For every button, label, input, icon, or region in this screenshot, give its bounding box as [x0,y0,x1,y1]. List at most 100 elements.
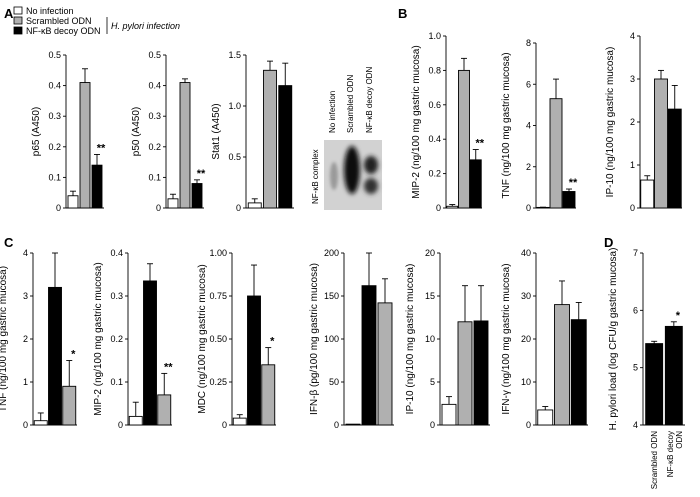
significance-marker: * [270,336,275,348]
y-tick-label: 0.2 [428,169,441,179]
y-tick-label: 30 [521,291,531,301]
y-tick-label: 0.2 [110,334,123,344]
bar [167,198,179,209]
legend-label-decoy: NF-κB decoy ODN [26,26,101,36]
y-axis-label: TNF (ng/100 mg gastric mucosa) [501,52,512,198]
bar [554,304,570,426]
panel-letter-d: D [604,235,613,250]
y-axis-label: H. pylori load (log CFU/g gastric mucosa… [608,248,619,431]
y-tick-label: 200 [324,248,339,258]
x-category-label: NF-κB decoyODN [666,431,684,477]
y-tick-label: 0.75 [209,291,227,301]
significance-marker: ** [197,168,206,180]
y-tick-label: 10 [425,334,435,344]
y-axis-label: IP-10 (ng/100 mg gastric mucosa) [605,47,616,198]
chart-b2: 0 2 4 6 8 TNF (ng/100 mg gastric mucosa) ** [501,38,578,213]
bar [446,205,459,209]
y-tick-label: 0 [430,420,435,430]
y-tick-label: 4 [633,420,638,430]
bar [441,403,457,426]
bar [457,321,473,426]
significance-marker: ** [475,138,484,150]
bar [157,394,172,426]
y-tick-label: 3 [23,291,28,301]
panel-letter-a: A [4,6,14,21]
y-tick-label: 2 [23,334,28,344]
y-tick-label: 0.1 [110,377,123,387]
y-tick-label: 0 [222,420,227,430]
chart-a3: 0 0.5 1.0 1.5 Stat1 (A450) [211,50,294,213]
bar [361,285,377,426]
chart-b3: 0 1 2 3 4 IP-10 (ng/100 mg gastric mucosa) [605,31,682,213]
y-tick-label: 1 [630,160,635,170]
chart-c4: 0 50 100 150 200 IFN-β (pg/100 mg gastric muc… [309,248,394,430]
bar [664,325,683,426]
y-axis-label: MIP-2 (ng/100 mg gastric mucosa) [411,45,422,198]
y-tick-label: 0 [526,203,531,213]
significance-marker: * [676,310,681,322]
legend-swatch-black [13,26,23,35]
bar [143,280,157,426]
bar [570,319,587,426]
y-tick-label: 0.25 [209,377,227,387]
bar [179,82,191,209]
chart-b1: 0 0.2 0.4 0.6 0.8 1.0 MIP-2 (ng/100 mg gastric… [411,31,485,213]
y-tick-label: 0.2 [148,142,161,152]
legend-bracket-label: H. pylori infection [111,21,180,31]
y-tick-label: 0.2 [48,142,61,152]
blot-lane-label-2: Scrambled ODN [346,75,355,133]
y-axis-label: MIP-2 (ng/100 mg gastric mucosa) [93,262,104,415]
y-tick-label: 15 [425,291,435,301]
bar [263,69,277,209]
bar [549,98,563,209]
legend-swatch-white [13,6,23,15]
nfkb-blot: No infection Scrambled ODN NF-κB decoy O… [311,67,382,210]
bar [377,302,393,426]
y-tick-label: 0 [334,420,339,430]
bar [48,286,62,426]
y-tick-label: 0.5 [48,50,61,60]
y-tick-label: 10 [521,377,531,387]
y-tick-label: 0.1 [148,172,161,182]
legend-swatch-gray [13,16,23,25]
chart-c5: 0 5 10 15 20 IP-10 (ng/100 mg gastric mucosa) [405,248,490,430]
bar [645,343,664,426]
y-tick-label: 0.6 [428,100,441,110]
chart-a1: 0 0.1 0.2 0.3 0.4 0.5 p65 (A450) ** [31,50,106,213]
y-tick-label: 1.5 [228,50,241,60]
y-axis-label: MDC (ng/100 mg gastric mucosa) [197,264,208,414]
x-category-label: Scrambled ODN [650,431,659,489]
legend-label-scrambled: Scrambled ODN [26,16,92,26]
x-category-label-line: NF-κB decoy [666,431,675,477]
y-tick-label: 1.00 [209,248,227,258]
bar [79,82,91,209]
y-tick-label: 6 [526,79,531,89]
y-tick-label: 20 [425,248,435,258]
bar [62,385,77,426]
significance-marker: ** [164,361,173,373]
bar [191,183,203,209]
y-tick-label: 50 [329,377,339,387]
bar [91,164,103,209]
y-tick-label: 40 [521,248,531,258]
y-tick-label: 0.4 [48,81,61,91]
blot-band-lane-1 [330,162,338,190]
y-tick-label: 5 [633,363,638,373]
y-axis-label: IFN-γ (ng/100 mg gastric mucosa) [501,263,512,414]
blot-band-lane-2 [344,146,360,194]
bar [562,191,576,209]
blot-lane-label-3: NF-κB decoy ODN [365,67,374,133]
y-tick-label: 0.4 [110,248,123,258]
bar [537,409,554,426]
y-tick-label: 0 [56,203,61,213]
y-axis-label: IFN-β (pg/100 mg gastric mucosa) [309,263,320,415]
chart-a2: 0 0.1 0.2 0.3 0.4 0.5 p50 (A450) ** [131,50,206,213]
y-tick-label: 0.50 [209,334,227,344]
y-tick-label: 1.0 [228,101,241,111]
bar [640,179,655,209]
y-tick-label: 0.3 [48,111,61,121]
y-axis-label: IP-10 (ng/100 mg gastric mucosa) [405,264,416,415]
y-tick-label: 0 [236,203,241,213]
